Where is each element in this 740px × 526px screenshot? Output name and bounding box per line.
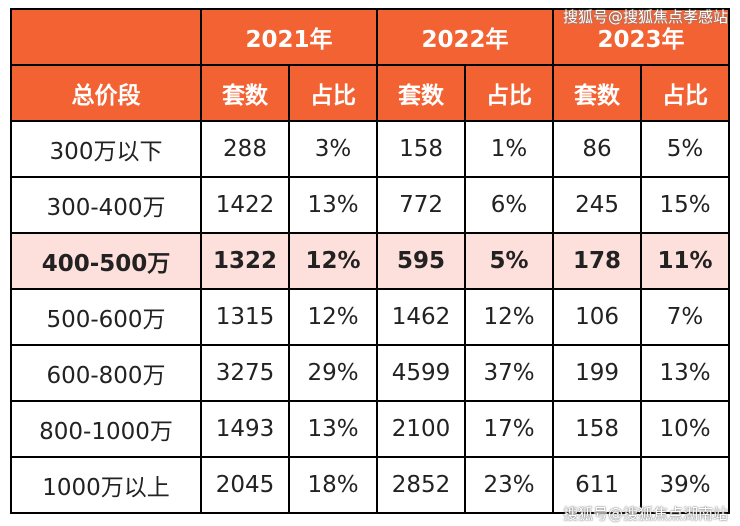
ratio-cell: 12% [464, 288, 555, 346]
count-cell: 1493 [200, 400, 290, 458]
count-cell: 1322 [200, 232, 290, 290]
count-cell: 3275 [200, 344, 290, 402]
price-range-cell: 300万以下 [10, 120, 202, 178]
header-count: 套数 [376, 64, 467, 122]
ratio-cell: 11% [640, 232, 731, 290]
ratio-cell: 17% [464, 400, 555, 458]
price-range-table: 2021年 2022年 2023年 总价段 套数 占比 套数 占比 套数 占比 … [10, 8, 731, 514]
year-header-2022: 2022年 [376, 8, 555, 66]
header-count: 套数 [552, 64, 643, 122]
ratio-cell: 5% [640, 120, 731, 178]
count-cell: 2045 [200, 456, 290, 514]
table-row: 300-400万 1422 13% 772 6% 245 15% [10, 176, 731, 234]
ratio-cell: 13% [287, 400, 379, 458]
ratio-cell: 13% [287, 176, 379, 234]
watermark-top: 搜狐号@搜狐焦点孝感站 [562, 8, 728, 26]
ratio-cell: 29% [287, 344, 379, 402]
count-cell: 245 [552, 176, 643, 234]
count-cell: 2100 [376, 400, 467, 458]
ratio-cell: 15% [640, 176, 731, 234]
table-row: 300万以下 288 3% 158 1% 86 5% [10, 120, 731, 178]
count-cell: 611 [552, 456, 643, 514]
count-cell: 4599 [376, 344, 467, 402]
ratio-cell: 39% [640, 456, 731, 514]
count-cell: 158 [376, 120, 467, 178]
count-cell: 1315 [200, 288, 290, 346]
header-ratio: 占比 [640, 64, 731, 122]
table-row: 800-1000万 1493 13% 2100 17% 158 10% [10, 400, 731, 458]
count-cell: 178 [552, 232, 643, 290]
ratio-cell: 1% [464, 120, 555, 178]
ratio-cell: 13% [640, 344, 731, 402]
ratio-cell: 5% [464, 232, 555, 290]
year-header-2021: 2021年 [199, 8, 379, 66]
price-range-cell: 1000万以上 [10, 456, 202, 514]
corner-cell [10, 8, 202, 66]
table-row: 1000万以上 2045 18% 2852 23% 611 39% [10, 456, 731, 514]
table-row: 600-800万 3275 29% 4599 37% 199 13% [10, 344, 731, 402]
ratio-cell: 10% [640, 400, 731, 458]
count-cell: 1422 [200, 176, 290, 234]
table-row: 400-500万 1322 12% 595 5% 178 11% [10, 232, 731, 290]
ratio-cell: 6% [464, 176, 555, 234]
count-cell: 1462 [376, 288, 467, 346]
price-range-cell: 400-500万 [10, 232, 202, 290]
price-range-cell: 600-800万 [10, 344, 202, 402]
count-cell: 288 [200, 120, 290, 178]
ratio-cell: 12% [287, 288, 379, 346]
ratio-cell: 3% [287, 120, 379, 178]
ratio-cell: 37% [464, 344, 555, 402]
ratio-cell: 23% [464, 456, 555, 514]
price-table-container: 2021年 2022年 2023年 总价段 套数 占比 套数 占比 套数 占比 … [10, 8, 731, 515]
count-cell: 772 [376, 176, 467, 234]
column-header-row: 总价段 套数 占比 套数 占比 套数 占比 [10, 64, 731, 122]
count-cell: 86 [552, 120, 643, 178]
header-count: 套数 [200, 64, 290, 122]
header-price-range: 总价段 [10, 64, 202, 122]
year-header-2023: 2023年 [552, 8, 731, 66]
header-ratio: 占比 [287, 64, 379, 122]
table-body: 300万以下 288 3% 158 1% 86 5% 300-400万 1422 13% 772 6%… [10, 120, 731, 514]
price-range-cell: 300-400万 [10, 176, 202, 234]
price-range-cell: 800-1000万 [10, 400, 202, 458]
ratio-cell: 12% [287, 232, 379, 290]
count-cell: 595 [376, 232, 467, 290]
year-header-row: 2021年 2022年 2023年 [10, 8, 731, 66]
ratio-cell: 18% [287, 456, 379, 514]
count-cell: 106 [552, 288, 643, 346]
count-cell: 158 [552, 400, 643, 458]
price-range-cell: 500-600万 [10, 288, 202, 346]
watermark-bottom: 搜狐号@搜狐焦点湖南站 [562, 505, 728, 523]
count-cell: 199 [552, 344, 643, 402]
count-cell: 2852 [376, 456, 467, 514]
ratio-cell: 7% [640, 288, 731, 346]
table-row: 500-600万 1315 12% 1462 12% 106 7% [10, 288, 731, 346]
header-ratio: 占比 [464, 64, 555, 122]
